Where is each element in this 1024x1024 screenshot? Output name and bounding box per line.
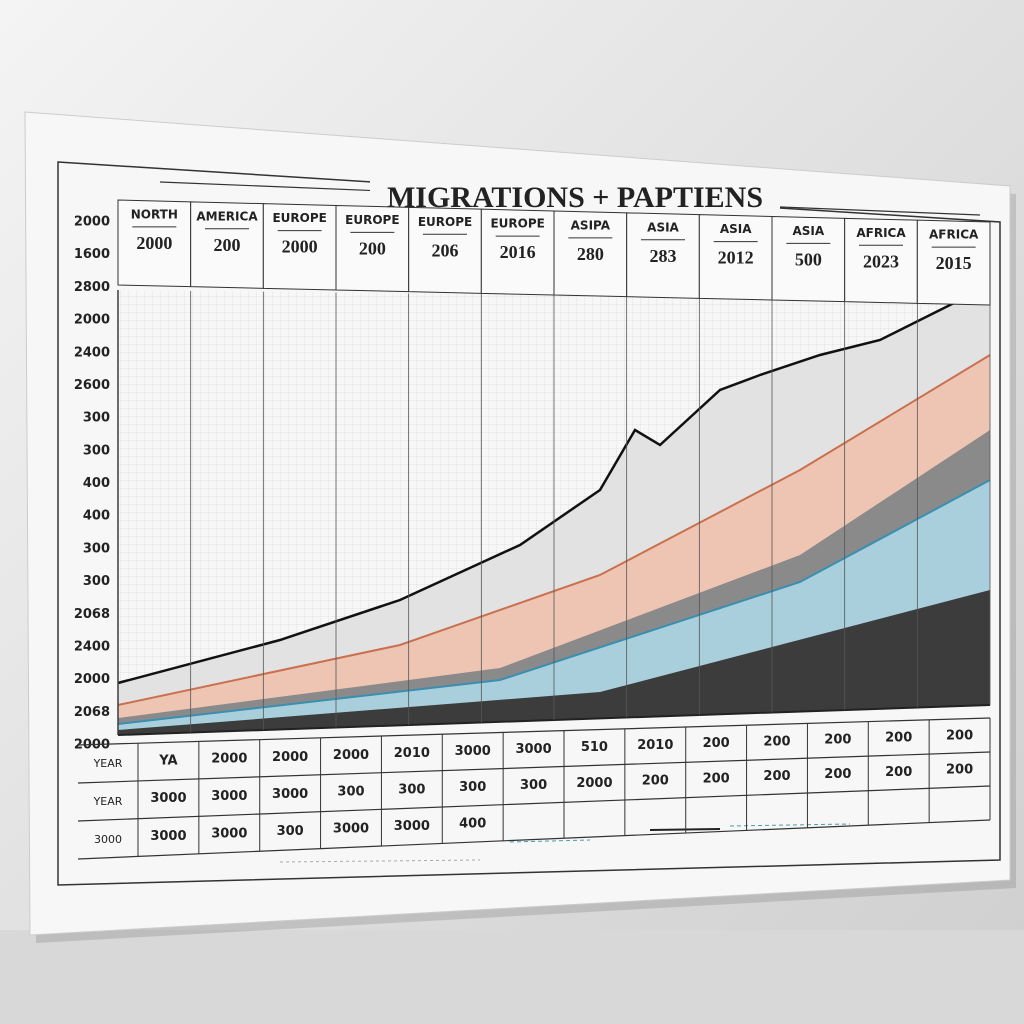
table-cell: 300	[337, 785, 364, 800]
row-label: 3000	[94, 833, 122, 846]
table-cell: 3000	[515, 742, 551, 757]
header-year: 280	[577, 244, 604, 264]
header-region: EUROPE	[418, 215, 472, 229]
table-cell: YA	[158, 754, 177, 769]
table-cell: 2010	[394, 746, 430, 761]
line-top	[117, 298, 990, 685]
header-region: ASIA	[792, 224, 824, 238]
y-label: 2068	[74, 705, 110, 720]
y-label: 2000	[74, 215, 110, 230]
header-region: EUROPE	[490, 217, 544, 231]
table-cell: 200	[763, 769, 790, 784]
header-region: ASIA	[647, 220, 679, 234]
header-year: 2000	[282, 237, 318, 257]
table-cell: 200	[885, 730, 912, 745]
table-cell: 2010	[637, 738, 673, 753]
table-cell: 2000	[211, 752, 247, 767]
table-rule	[77, 751, 991, 784]
header-region: ASIPA	[571, 218, 611, 232]
header-year: 2000	[136, 233, 172, 253]
table-cell: 200	[824, 732, 851, 747]
table-cell: 200	[703, 771, 730, 786]
y-label: 1600	[74, 247, 110, 262]
header-region: ASIA	[720, 222, 752, 236]
table-cell: 3000	[211, 826, 247, 841]
header-year: 2015	[936, 253, 972, 273]
y-label: 2400	[74, 639, 110, 654]
table-cell: 2000	[333, 748, 369, 763]
table-cell: 2000	[272, 750, 308, 765]
legend-dashes	[279, 823, 851, 863]
y-label: 2400	[74, 345, 110, 360]
table-cell: 200	[946, 763, 973, 778]
row-label: YEAR	[93, 795, 123, 808]
header-year: 2012	[718, 248, 754, 268]
header-region: AFRICA	[856, 226, 906, 240]
header-region: AFRICA	[929, 228, 979, 242]
table-cell: 200	[763, 734, 790, 749]
y-label: 400	[83, 509, 110, 524]
table-cell: 3000	[150, 829, 186, 844]
table-cell: 300	[398, 782, 425, 797]
table-cell: 300	[277, 824, 304, 839]
table-rule	[77, 785, 991, 822]
row-label: YEAR	[93, 757, 123, 770]
table-cell: 200	[824, 767, 851, 782]
legend-dash	[509, 839, 591, 843]
table-cell: 3000	[211, 789, 247, 804]
y-label: 400	[83, 476, 110, 491]
table-cell: 3000	[272, 787, 308, 802]
y-label: 2068	[74, 607, 110, 622]
table-cell: 510	[581, 740, 608, 755]
y-label: 300	[83, 541, 110, 556]
header-region: EUROPE	[272, 211, 326, 225]
y-label: 300	[83, 574, 110, 589]
table-cell: 300	[520, 778, 547, 793]
line-salmon	[117, 354, 991, 706]
table-cell: 200	[885, 765, 912, 780]
line-blue	[117, 479, 991, 725]
header-region: AMERICA	[196, 209, 258, 223]
table-cell: 300	[459, 780, 486, 795]
table-cell: 2000	[576, 776, 612, 791]
table-cell: 3000	[333, 821, 369, 836]
table-cell: 200	[703, 736, 730, 751]
table-rule	[77, 819, 991, 860]
table-cell: 3000	[455, 744, 491, 759]
header-year: 500	[795, 250, 822, 270]
y-label: 300	[83, 443, 110, 458]
header-year: 200	[214, 235, 241, 255]
header-year: 283	[650, 246, 677, 266]
table-cell: 3000	[150, 791, 186, 806]
y-label: 2600	[74, 378, 110, 393]
header-cell	[916, 219, 991, 306]
legend-dash	[729, 823, 851, 827]
header-region: NORTH	[131, 207, 178, 221]
table-cell: 400	[459, 816, 486, 831]
header-year: 206	[432, 240, 459, 260]
y-label: 300	[83, 411, 110, 426]
y-label: 2800	[74, 280, 110, 295]
table-rule	[77, 717, 991, 746]
header-year: 200	[359, 239, 386, 259]
y-label: 2000	[74, 672, 110, 687]
header-year: 2016	[500, 242, 536, 262]
table-cell: 200	[642, 774, 669, 789]
floor	[0, 930, 1024, 1024]
table-cell: 200	[946, 728, 973, 743]
header-year: 2023	[863, 251, 899, 271]
y-label: 2000	[74, 313, 110, 328]
legend-dash	[649, 828, 721, 831]
table-cell: 3000	[394, 819, 430, 834]
header-region: EUROPE	[345, 213, 399, 227]
